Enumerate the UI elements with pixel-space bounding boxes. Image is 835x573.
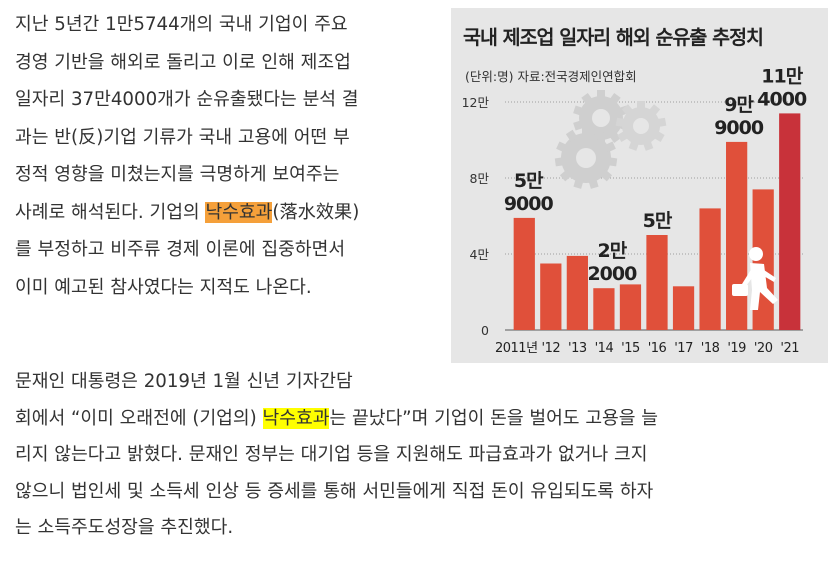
data-label: 5만 [514,170,544,192]
text-line: 과는 반(反)기업 기류가 국내 고용에 어떤 부 [15,126,350,148]
y-tick-label: 0 [481,323,489,338]
x-tick-label: 2011년 [495,341,538,356]
bar [699,208,721,330]
data-label: 4000 [757,88,807,110]
x-tick-label: '21 [780,341,799,356]
text-line: 문재인 대통령은 2019년 1월 신년 기자간담 [15,371,353,392]
gear-icon [554,127,618,189]
walking-man-icon [732,247,778,310]
bar [779,113,801,331]
data-label: 5만 [643,210,673,232]
text-line: 일자리 37만4000개가 순유출됐다는 분석 결 [15,89,359,110]
data-label: 9000 [504,193,554,215]
highlighted-term: 낙수효과 [262,407,330,429]
x-tick-label: '17 [674,341,693,356]
text-segment: 회에서 “이미 오래전에 (기업의) [15,407,263,429]
text-line: 않으니 법인세 및 소득세 인상 등 증세를 통해 서민들에게 직접 돈이 유입… [15,480,654,502]
text-line: 경영 기반을 해외로 돌리고 이로 인해 제조업 [15,51,351,73]
text-segment: 는 끝났다”며 기업이 돈을 벌어도 고용을 늘 [329,407,659,429]
x-tick-label: '18 [701,341,720,356]
bar [540,263,562,330]
bar [672,286,695,330]
text-line: 회에서 “이미 오래전에 (기업의) 낙수효과는 끝났다”며 기업이 돈을 벌어… [15,401,830,438]
x-tick-label: '16 [648,341,667,356]
text-line: 를 부정하고 비주류 경제 이론에 집중하면서 [15,239,346,260]
y-tick-label: 8만 [470,171,490,186]
text-line: 사례로 해석된다. 기업의 낙수효과(落水效果) [15,194,445,232]
chart-figure: 국내 제조업 일자리 해외 순유출 추정치 (단위:명) 자료:전국경제인연합회… [451,8,828,363]
text-segment: 사례로 해석된다. 기업의 [15,201,206,223]
bar [646,235,668,330]
text-line: 는 소득주도성장을 추진했다. [15,517,234,538]
gear-icon [615,101,667,151]
text-line: 리지 않는다고 밝혔다. 문재인 정부는 대기업 등을 지원해도 파급효과가 없… [15,444,648,465]
x-tick-label: '19 [727,341,746,356]
data-label: 2000 [587,263,637,285]
y-tick-label: 4만 [470,247,490,262]
chart-decoration [554,90,667,189]
data-label: 11만 [761,65,803,87]
data-label: 9000 [714,117,764,139]
highlighted-term: 낙수효과 [205,201,273,223]
bar [593,288,615,330]
text-line: 지난 5년간 1만5744개의 국내 기업이 주요 [15,14,348,35]
bar [726,141,748,330]
x-tick-label: '20 [754,341,773,356]
x-tick-label: '15 [621,341,640,356]
text-line: 이미 예고된 참사였다는 지적도 나온다. [15,276,312,298]
bar [566,255,588,330]
x-tick-label: '13 [568,341,587,356]
bar [619,284,642,330]
text-line: 정적 영향을 미쳤는지를 극명하게 보여주는 [15,164,340,185]
bar-chart: 0 4만 8만 12만 2011년 '12 '13 '14 '15 '16 '17 '18 '19 '2… [462,65,808,356]
chart-title: 국내 제조업 일자리 해외 순유출 추정치 [463,26,764,49]
x-tick-label: '12 [542,341,561,356]
bar [513,217,535,330]
text-segment: (落水效果) [272,201,360,223]
data-label: 9만 [724,94,754,116]
x-tick-label: '14 [595,341,614,356]
y-tick-label: 12만 [462,95,490,110]
data-label: 2만 [598,240,628,262]
chart-subtitle: (단위:명) 자료:전국경제인연합회 [465,69,637,84]
